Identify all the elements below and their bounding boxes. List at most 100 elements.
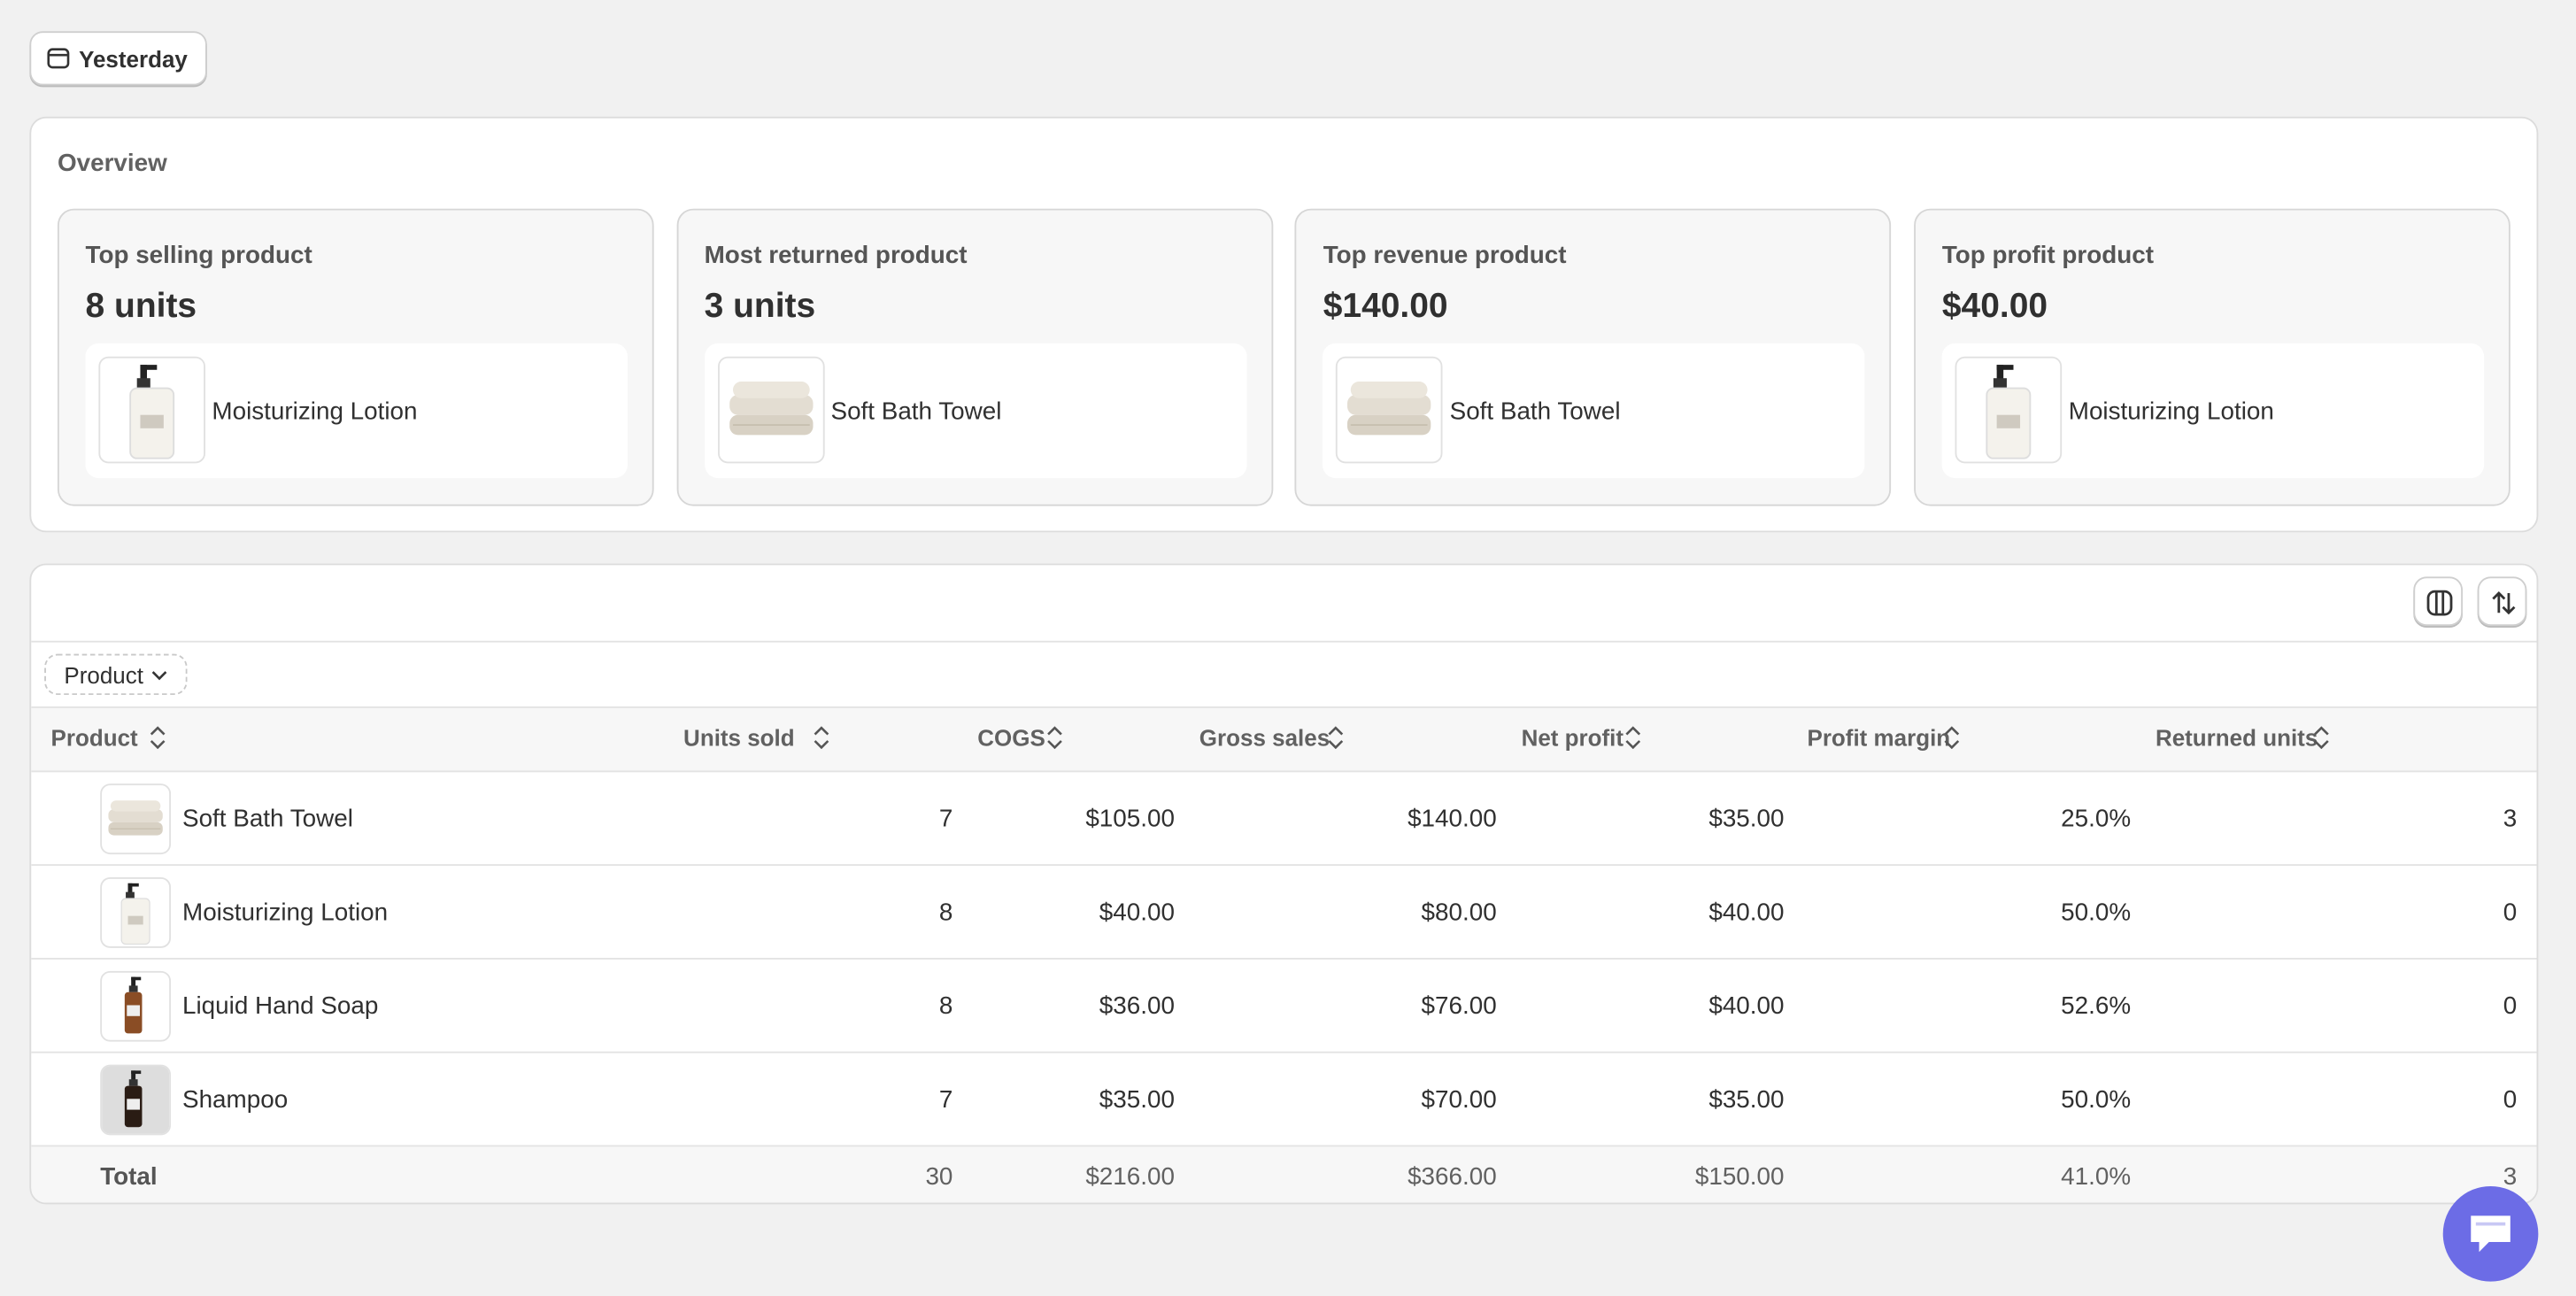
value-cell: 8 <box>938 991 953 1021</box>
sort-icon <box>2492 591 2516 615</box>
product-image <box>100 970 172 1042</box>
sort-arrows <box>1047 726 1062 750</box>
table-row[interactable] <box>31 960 2537 1053</box>
chat-icon <box>2471 1215 2510 1253</box>
column-header[interactable]: Units sold <box>683 724 795 752</box>
value-cell: 8 <box>938 899 953 927</box>
sort-icon <box>1944 726 1961 750</box>
stat-card: Top selling product 8 units Moisturizing L… <box>57 208 654 506</box>
product-image <box>100 1064 172 1136</box>
card-title: Top profit product <box>1941 241 2154 270</box>
value-cell: $76.00 <box>1421 991 1497 1021</box>
product-image <box>717 356 825 464</box>
card-title: Top revenue product <box>1323 241 1567 270</box>
product-box: Moisturizing Lotion <box>1941 343 2485 479</box>
product-name: Soft Bath Towel <box>1449 397 1621 426</box>
product-name: Soft Bath Towel <box>830 397 1002 426</box>
chat-button[interactable] <box>2442 1185 2539 1282</box>
column-header[interactable]: Net profit <box>1521 724 1624 752</box>
card-value: 8 units <box>85 287 197 326</box>
product-box: Soft Bath Towel <box>704 343 1247 479</box>
value-cell: $40.00 <box>1708 991 1785 1021</box>
sort-icon <box>2313 726 2330 750</box>
product-cell: Moisturizing Lotion <box>182 899 389 927</box>
table-row[interactable] <box>31 866 2537 960</box>
value-cell: $40.00 <box>1708 899 1785 927</box>
sort-icon <box>150 726 166 750</box>
card-title: Top selling product <box>85 241 312 270</box>
product-icon <box>1986 365 2032 459</box>
value-cell: $70.00 <box>1421 1085 1497 1115</box>
total-label: Total <box>100 1162 158 1192</box>
product-cell: Soft Bath Towel <box>182 805 353 833</box>
date-button[interactable]: Yesterday <box>29 31 207 86</box>
value-cell: 3 <box>2503 805 2518 833</box>
product-image <box>1955 356 2063 464</box>
filter-label: Product <box>64 661 143 689</box>
total-cell: $150.00 <box>1694 1162 1785 1192</box>
value-cell: $140.00 <box>1408 805 1497 833</box>
value-cell: $36.00 <box>1099 991 1175 1021</box>
divider <box>31 640 2537 643</box>
value-cell: 0 <box>2503 991 2518 1021</box>
product-image <box>98 356 205 464</box>
product-name: Moisturizing Lotion <box>212 397 418 426</box>
column-header[interactable]: Product <box>50 724 138 752</box>
card-title: Most returned product <box>704 241 968 270</box>
total-cell: 41.0% <box>2061 1162 2132 1192</box>
product-box: Moisturizing Lotion <box>85 343 628 479</box>
column-header[interactable]: Profit margin <box>1807 724 1951 752</box>
sort-icon <box>814 726 830 750</box>
stat-card: Top revenue product $140.00 Soft Bath Towe… <box>1295 208 1892 506</box>
table-header <box>31 706 2537 773</box>
product-box: Soft Bath Towel <box>1323 343 1866 479</box>
column-header[interactable]: Gross sales <box>1199 724 1330 752</box>
product-icon <box>129 365 175 459</box>
value-cell: $35.00 <box>1708 805 1785 833</box>
table-row[interactable] <box>31 1053 2537 1147</box>
total-cell: $366.00 <box>1408 1162 1497 1192</box>
product-image <box>100 783 172 855</box>
sort-icon <box>1046 726 1063 750</box>
product-icon <box>120 883 150 945</box>
product-icon <box>108 800 163 836</box>
value-cell: 50.0% <box>2061 899 2132 927</box>
value-cell: 25.0% <box>2061 805 2132 833</box>
sort-button[interactable] <box>2477 576 2527 627</box>
overview-title: Overview <box>57 149 167 178</box>
sort-arrows <box>1625 726 1641 750</box>
value-cell: 52.6% <box>2061 991 2132 1021</box>
value-cell: $80.00 <box>1421 899 1497 927</box>
value-cell: 50.0% <box>2061 1085 2132 1115</box>
column-header[interactable]: Returned units <box>2155 724 2318 752</box>
value-cell: 0 <box>2503 899 2518 927</box>
stat-card: Most returned product 3 units Soft Bath To… <box>676 208 1273 506</box>
product-cell: Shampoo <box>182 1085 289 1115</box>
sort-arrows <box>150 726 166 750</box>
product-icon <box>1347 381 1432 436</box>
columns-icon <box>2426 590 2453 616</box>
product-cell: Liquid Hand Soap <box>182 991 379 1021</box>
total-cell: 3 <box>2503 1162 2518 1192</box>
columns-button[interactable] <box>2413 576 2463 627</box>
total-row <box>31 1146 2537 1203</box>
total-cell: $216.00 <box>1085 1162 1175 1192</box>
column-header[interactable]: COGS <box>977 724 1045 752</box>
value-cell: $35.00 <box>1708 1085 1785 1115</box>
value-cell: 7 <box>938 805 953 833</box>
value-cell: $105.00 <box>1085 805 1175 833</box>
sort-arrows <box>1944 726 1960 750</box>
value-cell: $40.00 <box>1099 899 1175 927</box>
table-row[interactable] <box>31 772 2537 867</box>
sort-arrows <box>1328 726 1344 750</box>
product-icon <box>102 1066 170 1134</box>
table-panel: Product Product Units sold COGS Gross sales… <box>29 563 2539 1205</box>
sort-arrows <box>814 726 829 750</box>
sort-icon <box>1328 726 1345 750</box>
product-name: Moisturizing Lotion <box>2068 397 2274 426</box>
value-cell: $35.00 <box>1099 1085 1175 1115</box>
filter-chip[interactable]: Product <box>44 653 188 696</box>
card-value: $40.00 <box>1941 287 2048 326</box>
